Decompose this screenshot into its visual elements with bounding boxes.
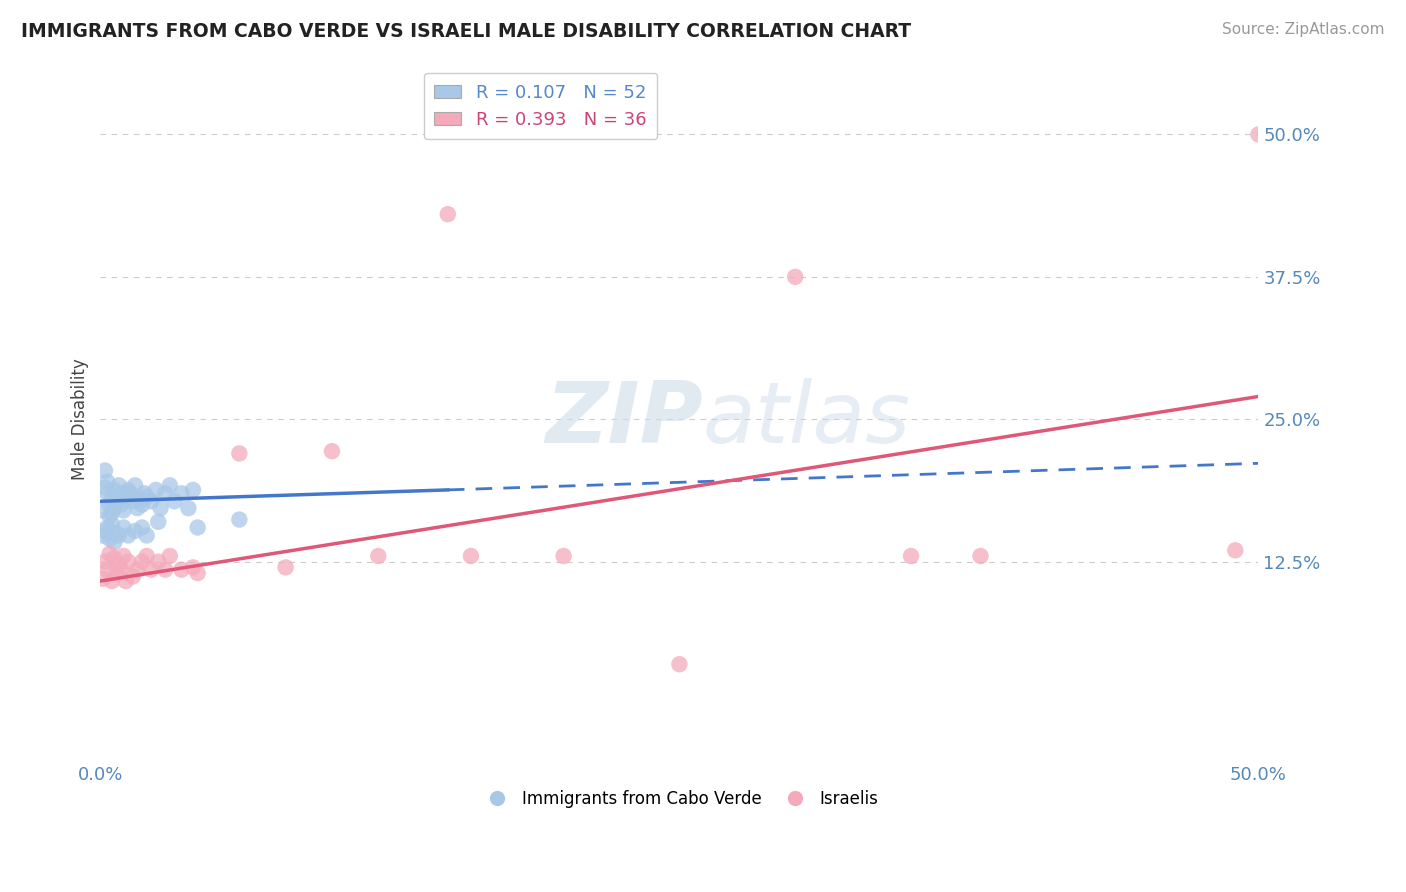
Point [1247,128,1270,142]
Point [159,549,181,563]
Point [553,549,575,563]
Point [1225,543,1247,558]
Point [155,486,177,500]
Point [108,528,131,542]
Text: atlas: atlas [703,377,911,461]
Point [110,498,132,512]
Point [127,501,149,516]
Point [181,560,204,574]
Point [121,494,143,508]
Point [96,486,118,500]
Point [121,569,143,583]
Point [785,269,807,284]
Point [124,478,146,492]
Point [112,503,135,517]
Point [163,494,186,508]
Point [141,563,163,577]
Point [181,483,204,497]
Point [148,555,170,569]
Point [94,481,117,495]
Point [187,520,209,534]
Point [96,520,118,534]
Point [367,549,389,563]
Point [112,486,135,500]
Point [94,524,117,538]
Point [112,520,135,534]
Point [108,490,131,504]
Point [170,563,193,577]
Point [91,503,114,517]
Point [101,517,124,532]
Point [108,478,131,492]
Point [187,566,209,580]
Point [148,515,170,529]
Point [135,490,157,504]
Point [170,486,193,500]
Point [91,528,114,542]
Point [98,509,121,524]
Point [149,501,172,516]
Point [98,498,121,512]
Point [228,446,250,460]
Point [900,549,922,563]
Point [108,558,131,573]
Point [141,494,163,508]
Point [969,549,991,563]
Point [436,207,458,221]
Point [228,512,250,526]
Point [120,486,142,500]
Point [159,478,181,492]
Point [101,574,124,588]
Point [96,475,118,489]
Point [96,563,118,577]
Point [131,498,153,512]
Point [91,572,114,586]
Point [105,526,128,541]
Point [94,464,117,478]
Point [131,555,153,569]
Point [112,549,135,563]
Point [155,563,177,577]
Point [105,494,128,508]
Point [103,483,125,497]
Point [101,506,124,520]
Legend: Immigrants from Cabo Verde, Israelis: Immigrants from Cabo Verde, Israelis [474,783,886,814]
Point [135,549,157,563]
Point [114,491,136,506]
Point [460,549,482,563]
Point [128,491,150,506]
Point [114,574,136,588]
Point [135,528,157,542]
Point [117,528,139,542]
Point [127,563,149,577]
Point [274,560,297,574]
Point [668,657,690,672]
Text: Source: ZipAtlas.com: Source: ZipAtlas.com [1222,22,1385,37]
Point [145,483,167,497]
Point [321,444,343,458]
Point [124,524,146,538]
Point [94,555,117,569]
Point [110,563,132,577]
Text: IMMIGRANTS FROM CABO VERDE VS ISRAELI MALE DISABILITY CORRELATION CHART: IMMIGRANTS FROM CABO VERDE VS ISRAELI MA… [21,22,911,41]
Point [131,520,153,534]
Point [117,483,139,497]
Point [177,501,200,516]
Point [105,566,128,580]
Point [103,535,125,549]
Text: ZIP: ZIP [546,377,703,461]
Point [101,491,124,506]
Point [134,486,156,500]
Point [103,501,125,516]
Point [98,547,121,561]
Point [103,551,125,566]
Point [117,555,139,569]
Y-axis label: Male Disability: Male Disability [72,359,89,480]
Point [98,532,121,546]
